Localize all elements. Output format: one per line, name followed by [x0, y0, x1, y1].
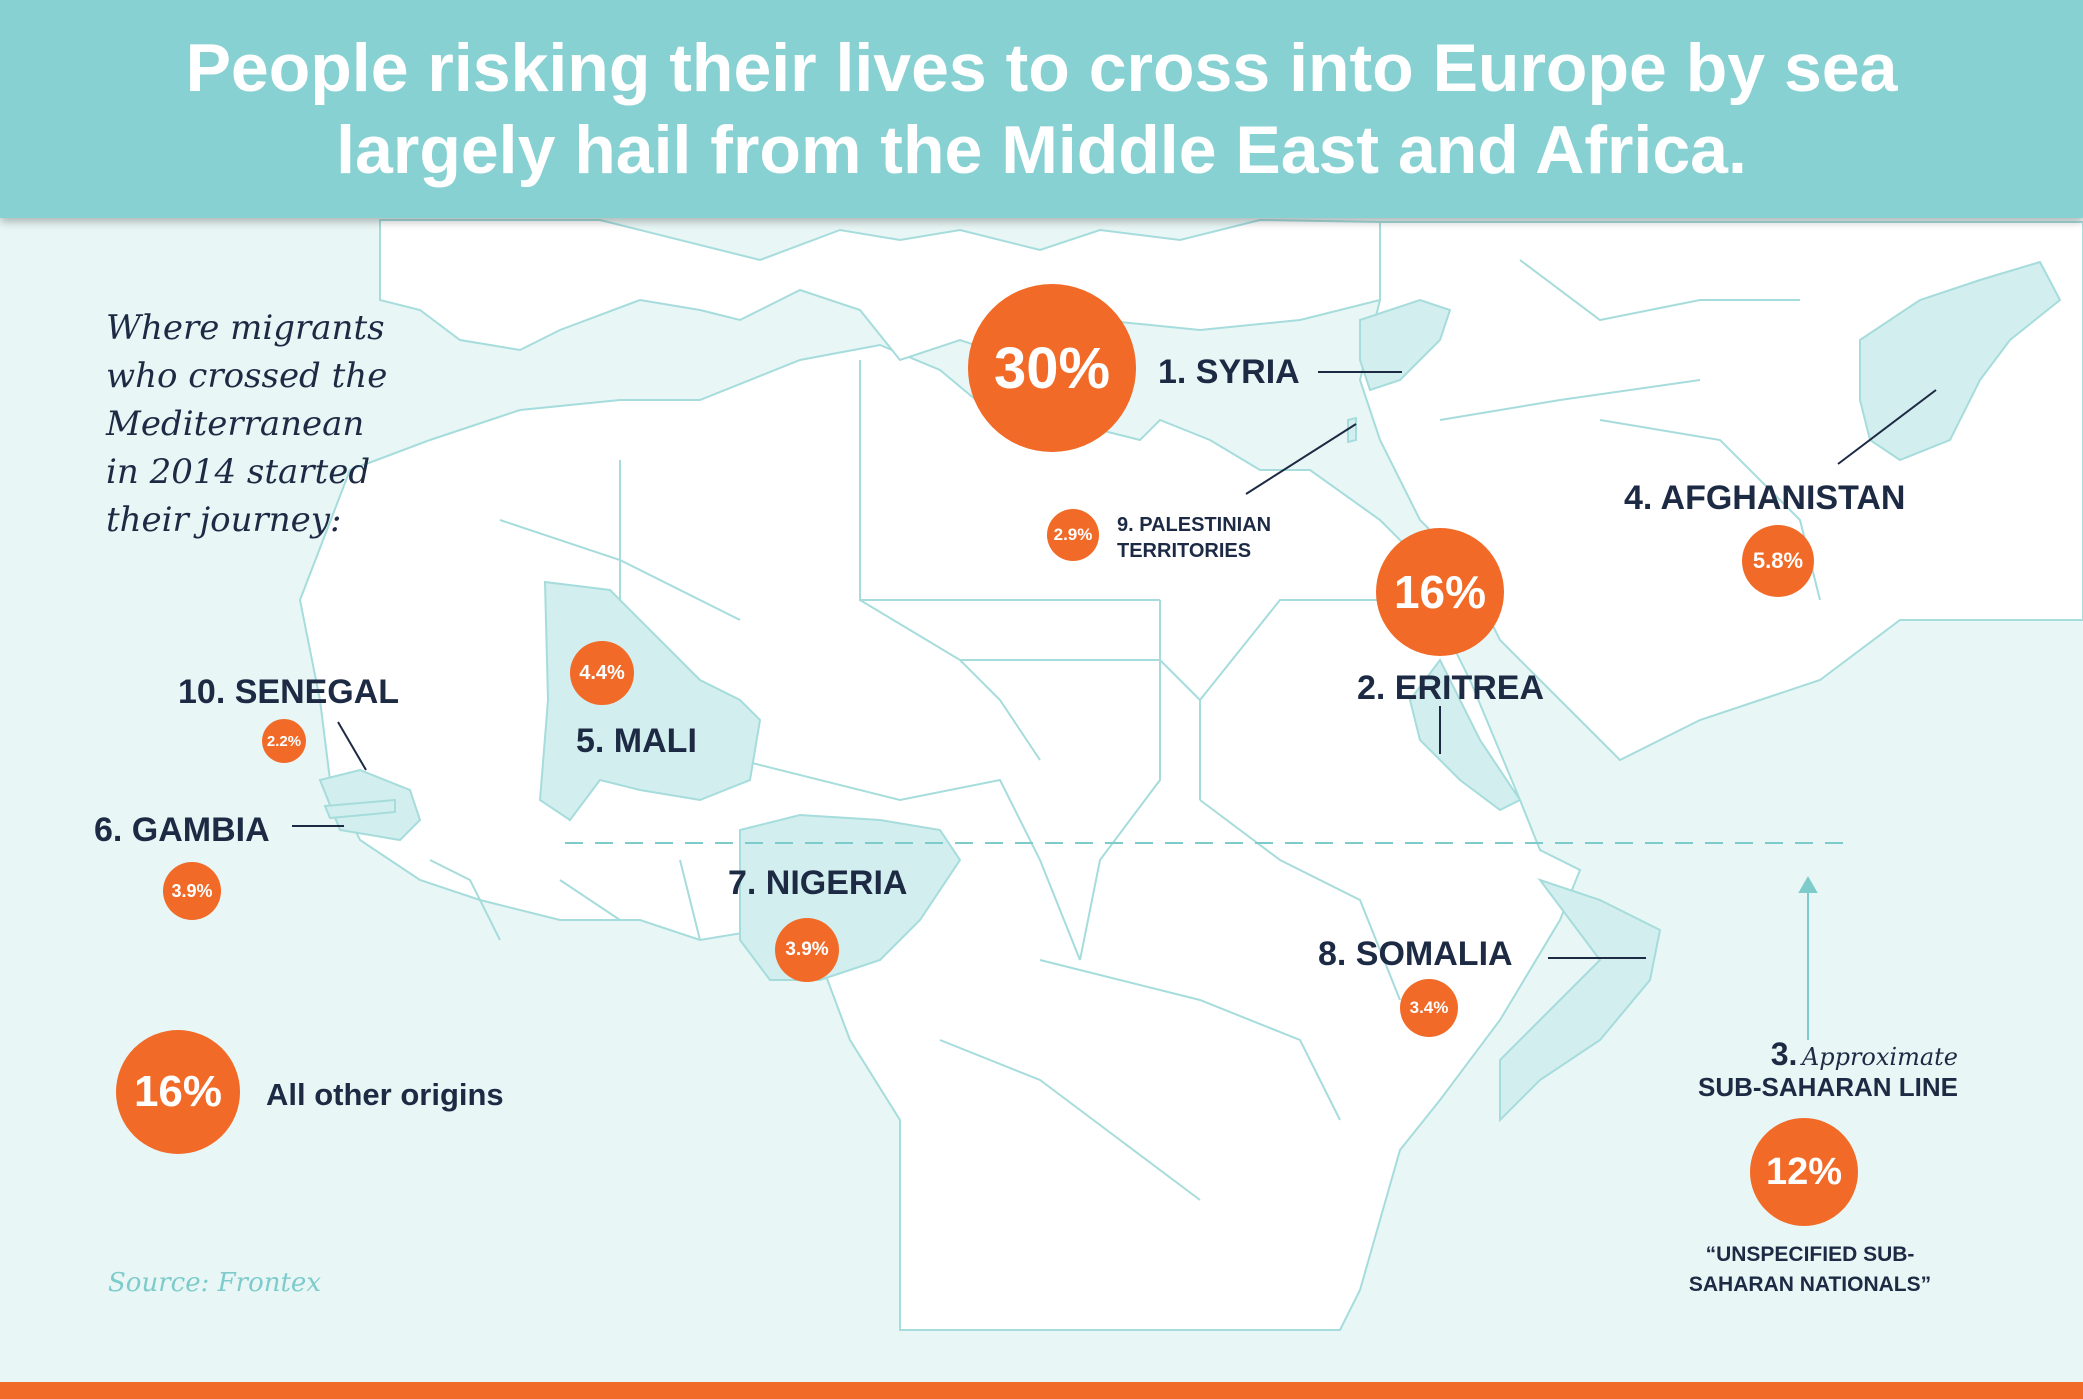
source-credit: Source: Frontex — [108, 1268, 321, 1298]
gambia-label: 6. GAMBIA — [94, 811, 270, 849]
intro-line: who crossed the — [106, 356, 388, 396]
europe-land — [379, 218, 1381, 362]
gambia-percent-bubble: 3.9% — [163, 862, 221, 920]
gambia-shape — [323, 798, 396, 820]
footer-bar — [0, 1382, 2083, 1399]
eritrea-label: 2. ERITREA — [1357, 669, 1545, 707]
leader-lines — [292, 371, 1937, 959]
sub-saharan-caption-line-1: “UNSPECIFIED SUB- — [1705, 1243, 1915, 1266]
intro-line: Mediterranean — [106, 404, 365, 444]
nigeria-label: 7. NIGERIA — [728, 864, 908, 902]
intro-text: Where migrants who crossed the Mediterra… — [106, 304, 426, 544]
title-line-1: People risking their lives to cross into… — [185, 30, 1898, 106]
senegal-percent-bubble: 2.2% — [262, 719, 306, 763]
afghanistan-label: 4. AFGHANISTAN — [1624, 479, 1906, 517]
title-banner: People risking their lives to cross into… — [0, 0, 2083, 218]
sub-saharan-percent-bubble: 12% — [1750, 1118, 1858, 1226]
intro-line: in 2014 started — [106, 452, 371, 492]
sub-saharan-caption-line-2: SAHARAN NATIONALS” — [1688, 1273, 1932, 1296]
palestinian-territories-shape — [1347, 416, 1357, 444]
border-lines — [429, 259, 1821, 1201]
sub-saharan-caption: “UNSPECIFIED SUB- SAHARAN NATIONALS” — [1640, 1240, 1980, 1300]
senegal-label: 10. SENEGAL — [178, 673, 400, 711]
afghanistan-percent-bubble: 5.8% — [1742, 525, 1814, 597]
palestinian-label-line-2: TERRITORIES — [1117, 540, 1252, 562]
eritrea-shape — [1408, 658, 1522, 812]
sub-saharan-arrow — [1798, 875, 1818, 1040]
palestinian-percent-bubble: 2.9% — [1047, 509, 1099, 561]
intro-line: Where migrants — [106, 308, 385, 348]
syria-percent-bubble: 30% — [968, 284, 1136, 452]
syria-shape — [1359, 298, 1452, 392]
intro-line: their journey: — [106, 500, 342, 540]
somalia-shape — [1499, 878, 1662, 1123]
other-origins-percent-bubble: 16% — [116, 1030, 240, 1154]
mali-percent-bubble: 4.4% — [570, 641, 634, 705]
mali-label: 5. MALI — [576, 722, 697, 760]
other-origins-label: All other origins — [266, 1077, 504, 1112]
syria-label: 1. SYRIA — [1158, 353, 1300, 391]
palestinian-label: 9. PALESTINIAN TERRITORIES — [1117, 512, 1271, 564]
sub-saharan-rank: 3. — [1770, 1036, 1798, 1072]
title-line-2: largely hail from the Middle East and Af… — [336, 112, 1747, 188]
nigeria-percent-bubble: 3.9% — [775, 918, 839, 982]
sub-saharan-note: Approximate — [1801, 1043, 1958, 1071]
sub-saharan-line-label: SUB-SAHARAN LINE — [1698, 1072, 1958, 1102]
somalia-percent-bubble: 3.4% — [1400, 979, 1458, 1037]
eritrea-percent-bubble: 16% — [1376, 528, 1504, 656]
palestinian-label-line-1: 9. PALESTINIAN — [1117, 514, 1272, 536]
somalia-label: 8. SOMALIA — [1318, 935, 1513, 973]
sub-saharan-title: 3. Approximate — [1668, 1036, 1958, 1073]
